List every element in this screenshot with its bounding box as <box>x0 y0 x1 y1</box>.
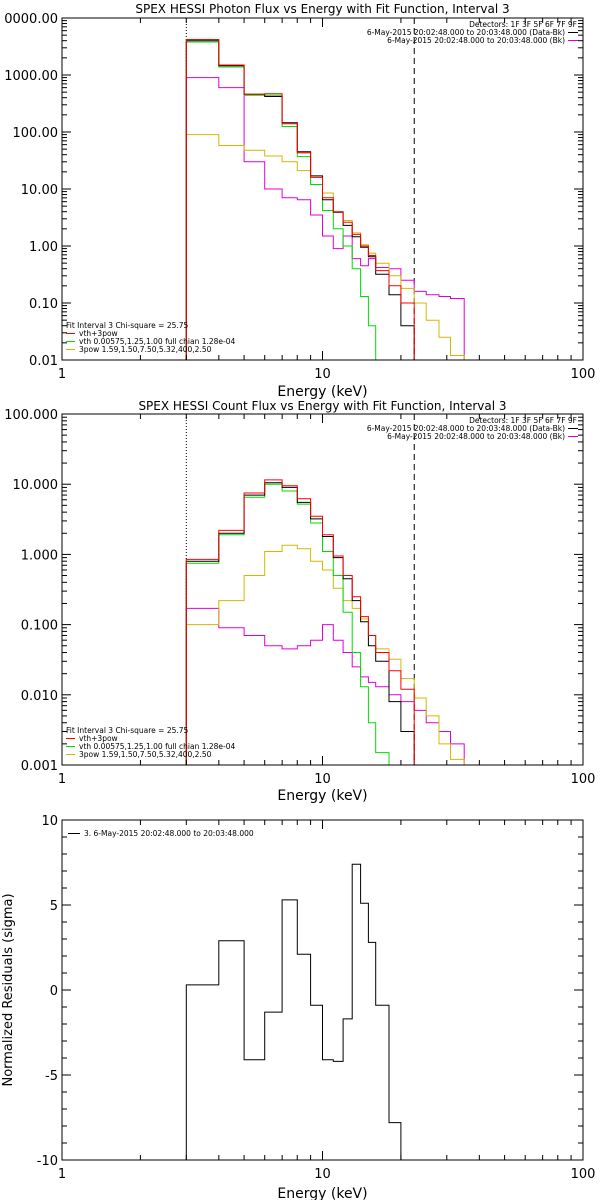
legend-bottomleft-entry: vth 0.00575,1.25,1.00 full chian 1.28e-0… <box>79 742 236 751</box>
y-tick-label: 5 <box>50 899 58 914</box>
legend-bottomleft-entry: vth+3pow <box>79 734 118 743</box>
x-tick-label: 1 <box>58 1167 66 1182</box>
x-axis-label: Energy (keV) <box>277 384 367 400</box>
y-tick-label: 0.10 <box>29 297 58 312</box>
legend-bottomleft-entry: Fit Interval 3 Chi-square = 25.75 <box>66 321 189 330</box>
series-total-histogram <box>185 40 415 360</box>
x-tick-label: 100 <box>571 1167 596 1182</box>
x-tick-label: 10 <box>314 1167 331 1182</box>
legend-topright-entry: Detectors: 1F 3F 5F 6F 7F 9F <box>469 416 577 425</box>
x-tick-label: 100 <box>571 367 596 382</box>
y-tick-label: 10.000 <box>13 478 59 493</box>
series-thermal-histogram <box>185 41 389 360</box>
chart-title: SPEX HESSI Photon Flux vs Energy with Fi… <box>135 2 509 16</box>
legend-bottomleft-entry: vth+3pow <box>79 329 118 338</box>
data-series-group <box>185 863 415 1160</box>
legend-topleft-entry: 3. 6-May-2015 20:02:48.000 to 20:03:48.0… <box>84 829 254 838</box>
chart-title: SPEX HESSI Count Flux vs Energy with Fit… <box>138 399 506 413</box>
x-axis-label: Energy (keV) <box>277 1186 367 1200</box>
count-flux-panel: SPEX HESSI Count Flux vs Energy with Fit… <box>4 399 595 804</box>
residuals-panel: 1 10 100 -10 -5 0 5 10 Energy (keV) Normalized Re… <box>1 814 595 1200</box>
plot-frame <box>61 819 584 1161</box>
series-total-histogram <box>185 482 415 765</box>
legend-bottomleft-entry: 3pow 1.59,1.50,7.50,5.32,400,2.50 <box>79 750 212 759</box>
series-powerlaw-histogram <box>185 544 465 765</box>
legend-bottomleft-entry: 3pow 1.59,1.50,7.50,5.32,400,2.50 <box>79 345 212 354</box>
series-background-histogram <box>185 77 465 360</box>
series-model-histogram <box>185 479 415 765</box>
y-tick-label: 1000.00 <box>4 69 58 84</box>
y-tick-label: 100.00 <box>13 126 59 141</box>
x-tick-label: 1 <box>58 367 66 382</box>
y-tick-label: 0.001 <box>21 759 58 774</box>
y-tick-label: 0.100 <box>21 619 58 634</box>
y-tick-label: 0 <box>50 984 58 999</box>
legend-topright-entry: 6-May-2015 20:02:48.000 to 20:03:48.000 … <box>367 28 565 37</box>
series-model-histogram <box>185 39 415 360</box>
y-tick-label: 1.000 <box>21 548 58 563</box>
y-tick-label: 0.010 <box>21 689 58 704</box>
legend-topright-entry: Detectors: 1F 3F 5F 6F 7F 9F <box>469 20 577 29</box>
y-axis-label: Normalized Residuals (sigma) <box>1 893 16 1086</box>
y-tick-label: -10 <box>37 1154 58 1169</box>
data-series-group <box>185 39 465 360</box>
y-tick-label: 10 <box>41 814 58 829</box>
y-tick-label: -5 <box>45 1069 58 1084</box>
y-tick-label: 1.00 <box>29 240 58 255</box>
legend-topright-entry: 6-May-2015 20:02:48.000 to 20:03:48.000 … <box>387 432 565 441</box>
plot-frame <box>61 413 584 766</box>
x-axis-label: Energy (keV) <box>277 788 367 804</box>
legend-bottomleft-entry: Fit Interval 3 Chi-square = 25.75 <box>66 726 189 735</box>
y-tick-label: 100.000 <box>4 408 58 423</box>
legend-topright-entry: 6-May-2015 20:02:48.000 to 20:03:48.000 … <box>367 424 565 433</box>
y-tick-label: 0000.00 <box>4 12 58 27</box>
x-tick-label: 100 <box>571 772 596 787</box>
legend-topright-entry: 6-May-2015 20:02:48.000 to 20:03:48.000 … <box>387 36 565 45</box>
photon-flux-panel: SPEX HESSI Photon Flux vs Energy with Fi… <box>4 2 595 400</box>
x-tick-label: 10 <box>314 772 331 787</box>
y-tick-label: 0.01 <box>29 354 58 369</box>
x-tick-label: 10 <box>314 367 331 382</box>
legend-bottomleft-entry: vth 0.00575,1.25,1.00 full chian 1.28e-0… <box>79 337 236 346</box>
x-tick-label: 1 <box>58 772 66 787</box>
series-powerlaw-histogram <box>185 134 465 360</box>
y-tick-label: 10.00 <box>21 183 58 198</box>
series-total-histogram <box>185 863 415 1160</box>
data-series-group <box>185 479 465 765</box>
